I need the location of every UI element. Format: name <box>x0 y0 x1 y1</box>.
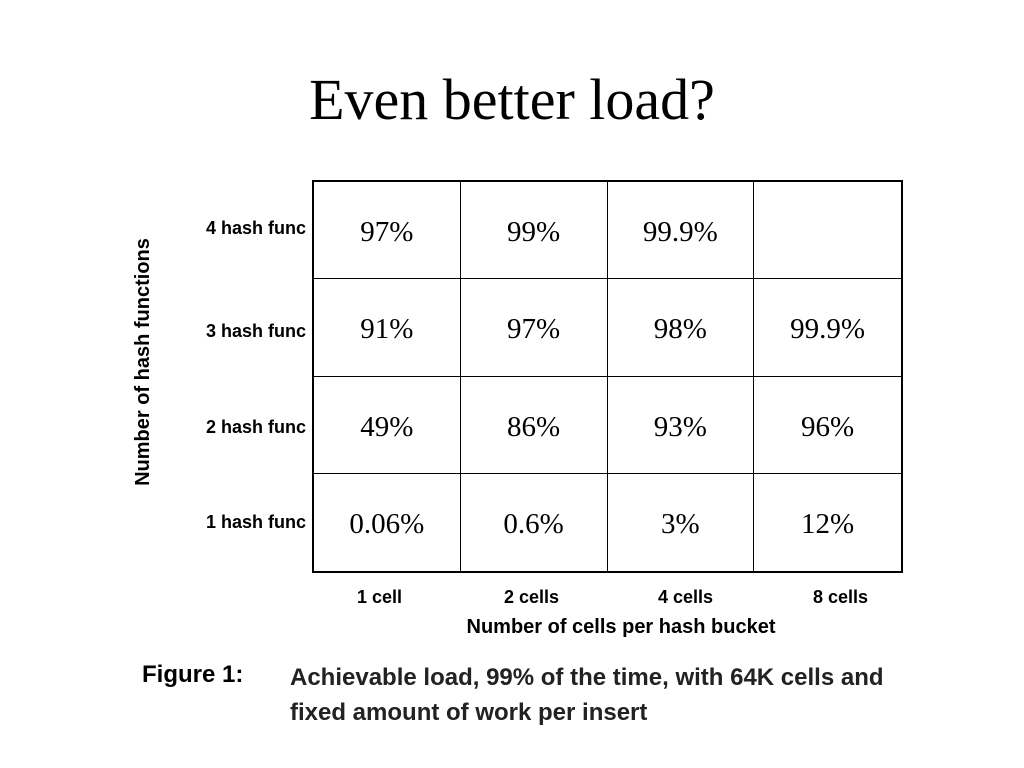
table-cell: 0.06% <box>314 473 461 571</box>
table-cell: 12% <box>801 507 855 540</box>
y-axis-label: Number of hash functions <box>132 238 154 486</box>
table-cell: 91% <box>314 279 461 377</box>
table-cell: 0.6% <box>461 473 608 571</box>
row-label-2-hash: 2 hash func <box>205 417 306 437</box>
table-cell: 99.9% <box>607 182 755 280</box>
table-cell: 93% <box>607 376 755 474</box>
table-cell: 97% <box>314 182 461 280</box>
table-cell: 99.9% <box>754 279 901 377</box>
col-label-8-cells: 8 cells <box>812 587 869 607</box>
col-label-4-cells: 4 cells <box>657 587 714 607</box>
table-cell <box>754 182 901 280</box>
col-label-2-cells: 2 cells <box>503 587 560 607</box>
table-cell: 49% <box>314 376 461 474</box>
figure-caption-text: Achievable load, 99% of the time, with 6… <box>290 664 884 726</box>
table-cell: 98% <box>607 279 755 377</box>
slide-title: Even better load? <box>309 67 715 132</box>
load-table: 97% 99% 99.9% 91% 97% 98% 99.9% 49% 86% … <box>312 180 903 573</box>
table-cell: 99% <box>460 182 608 280</box>
table-cell: 86% <box>460 376 608 474</box>
figure-caption-prefix: Figure 1: <box>142 661 244 688</box>
row-label-1-hash: 1 hash func <box>205 512 306 532</box>
table-cell: 3% <box>608 473 755 571</box>
col-label-1-cell: 1 cell <box>356 587 403 607</box>
row-label-4-hash: 4 hash func <box>205 218 306 238</box>
row-label-3-hash: 3 hash func <box>205 321 306 341</box>
table-cell: 96% <box>754 377 901 474</box>
table-cell: 97% <box>460 279 608 377</box>
x-axis-label: Number of cells per hash bucket <box>466 616 776 638</box>
